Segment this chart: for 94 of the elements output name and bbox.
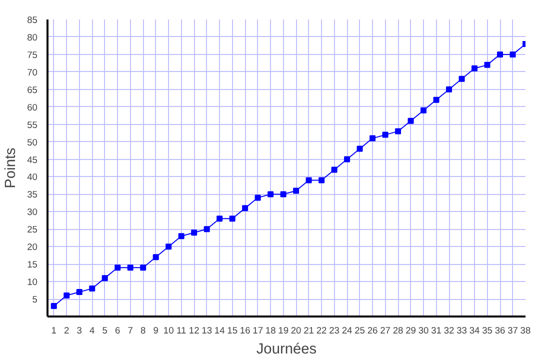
x-tick-label: 20 <box>290 326 302 336</box>
x-tick-label: 24 <box>342 326 352 336</box>
x-tick-label: 13 <box>202 326 212 336</box>
point <box>204 226 210 232</box>
point <box>254 194 261 201</box>
y-tick-label: 65 <box>27 84 38 95</box>
x-tick-label: 7 <box>128 326 133 336</box>
x-tick-label: 16 <box>240 326 250 336</box>
x-tick-label: 26 <box>367 326 378 336</box>
point <box>356 146 363 152</box>
y-tick-label: 85 <box>27 15 38 25</box>
x-tick-label: 6 <box>115 326 120 336</box>
point <box>318 177 325 184</box>
y-tick-label: 25 <box>27 224 38 235</box>
y-tick-label: 45 <box>27 154 38 165</box>
point <box>191 230 198 236</box>
y-tick-label: 75 <box>27 50 38 60</box>
point <box>268 191 274 198</box>
x-tick-label: 8 <box>140 326 146 336</box>
x-tick-label: 10 <box>163 326 174 336</box>
y-tick-label: 55 <box>27 120 38 130</box>
x-tick-label: 11 <box>176 326 186 336</box>
x-tick-label: 5 <box>102 326 108 336</box>
x-tick-label: 32 <box>444 326 454 336</box>
x-tick-label: 30 <box>418 326 429 336</box>
y-tick-label: 40 <box>27 172 38 182</box>
point <box>89 286 96 292</box>
point <box>420 107 427 114</box>
x-tick-label: 35 <box>482 326 492 336</box>
x-axis-title: Journées <box>256 342 317 358</box>
x-tick-label: 15 <box>227 326 238 336</box>
x-tick-label: 4 <box>90 326 95 336</box>
point <box>472 65 478 72</box>
point <box>114 264 121 271</box>
x-tick-label: 37 <box>508 326 518 336</box>
point <box>344 156 350 162</box>
point <box>370 135 376 142</box>
point <box>64 292 70 299</box>
y-tick-label: 10 <box>27 277 38 288</box>
x-tick-label: 17 <box>252 326 264 336</box>
point <box>510 51 516 58</box>
x-tick-label: 9 <box>153 326 158 336</box>
point <box>229 216 236 222</box>
y-tick-label: 5 <box>32 294 38 305</box>
point <box>433 96 440 103</box>
point <box>280 191 286 198</box>
point <box>458 76 465 82</box>
point <box>242 205 248 212</box>
x-tick-label: 14 <box>214 326 225 336</box>
point <box>484 62 490 68</box>
y-tick-label: 80 <box>27 32 38 42</box>
x-tick-label: 33 <box>456 326 467 336</box>
x-tick-label: 25 <box>354 326 365 336</box>
y-tick-label: 50 <box>27 137 38 148</box>
point <box>152 254 159 260</box>
y-tick-label: 60 <box>27 102 38 112</box>
y-axis-title: Points <box>3 148 20 188</box>
x-tick-label: 29 <box>406 326 416 336</box>
x-tick-label: 12 <box>188 326 200 336</box>
point <box>178 233 184 240</box>
point <box>306 177 312 184</box>
y-tick-label: 20 <box>27 242 38 252</box>
y-tick-label: 30 <box>27 207 38 218</box>
point <box>446 86 452 92</box>
point <box>166 244 172 250</box>
point <box>408 118 414 124</box>
x-tick-label: 2 <box>64 326 70 336</box>
point <box>216 216 223 222</box>
y-tick-label: 35 <box>27 190 38 200</box>
x-tick-label: 36 <box>494 326 506 336</box>
x-tick-label: 19 <box>278 326 289 336</box>
point <box>127 264 134 271</box>
x-tick-label: 27 <box>380 326 390 336</box>
x-tick-label: 3 <box>76 326 82 336</box>
x-tick-label: 28 <box>392 326 404 336</box>
point <box>382 132 388 138</box>
point <box>497 51 504 58</box>
point <box>76 289 82 296</box>
x-tick-label: 18 <box>265 326 276 336</box>
point <box>102 275 108 282</box>
y-tick-label: 70 <box>27 67 38 78</box>
point <box>50 303 57 310</box>
point <box>331 166 338 173</box>
x-tick-label: 1 <box>51 326 56 336</box>
x-tick-label: 31 <box>431 326 442 336</box>
y-tick-label: 15 <box>27 260 38 270</box>
x-tick-label: 22 <box>316 326 327 336</box>
point <box>395 128 402 134</box>
x-tick-label: 38 <box>520 326 531 336</box>
x-tick-label: 21 <box>304 326 314 336</box>
x-tick-label: 23 <box>329 326 340 336</box>
point <box>293 188 300 194</box>
point <box>140 264 146 271</box>
x-tick-label: 34 <box>469 326 480 336</box>
